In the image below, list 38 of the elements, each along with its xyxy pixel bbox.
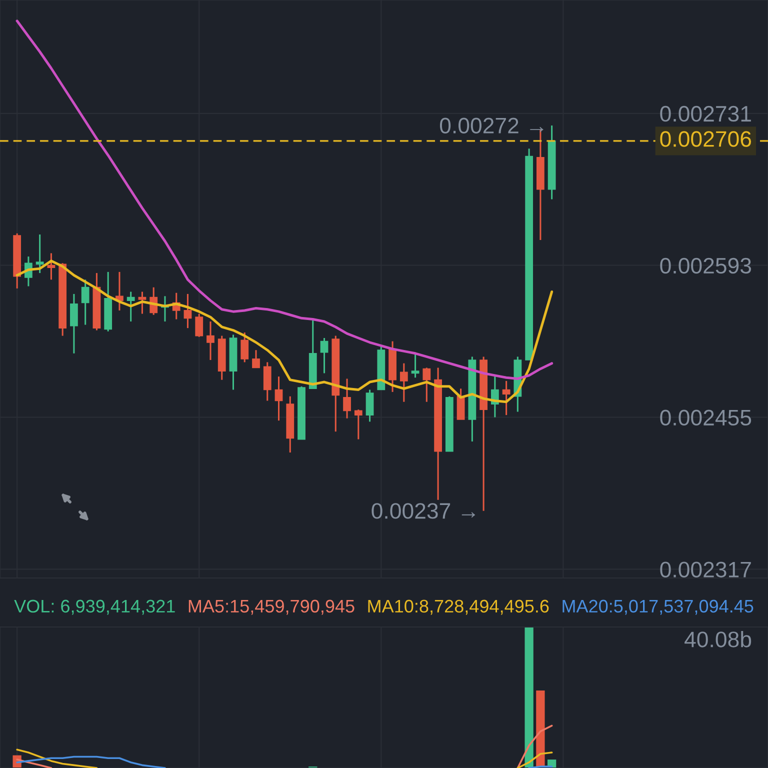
candlestick [366, 388, 374, 422]
y-tick-label: 0.002455 [660, 410, 752, 426]
candlestick [138, 290, 146, 315]
candlestick [70, 293, 78, 354]
annotation: 0.00237 → [372, 503, 476, 519]
candlestick [354, 408, 362, 440]
candlestick [263, 361, 272, 402]
bar [524, 627, 534, 768]
text: MA10:8,728,494,495.6 [368, 600, 549, 615]
candlestick [343, 378, 351, 420]
candlestick [400, 362, 408, 403]
ref-line-label: 0.002706 [660, 131, 752, 147]
y-tick-label: 0.002731 [660, 106, 751, 122]
candlestick [240, 332, 249, 363]
candlestick [422, 366, 431, 403]
candlestick [126, 290, 135, 322]
candlestick [502, 380, 510, 416]
candlestick [411, 352, 420, 378]
text: 40.08b [684, 631, 752, 648]
candlestick [195, 313, 204, 338]
annotation: 0.00272 → [440, 118, 544, 134]
candlestick [81, 278, 90, 326]
candlestick [47, 252, 56, 280]
bar [536, 690, 545, 768]
line-series [16, 260, 554, 404]
text: MA5:15,459,790,945 [188, 600, 354, 615]
candlestick [36, 234, 44, 274]
text: MA20:5,017,537,094.45 [562, 600, 754, 615]
candlestick [116, 271, 124, 312]
y-tick-label: 0.002317 [660, 562, 751, 578]
candlestick [184, 293, 192, 329]
y-tick-label: 0.002593 [660, 258, 752, 274]
text: VOL: 6,939,414,321 [14, 600, 175, 615]
candlestick [206, 320, 214, 361]
line-series [16, 20, 554, 380]
candlestick [274, 376, 283, 422]
candlestick [252, 349, 260, 368]
candlestick [320, 337, 328, 374]
